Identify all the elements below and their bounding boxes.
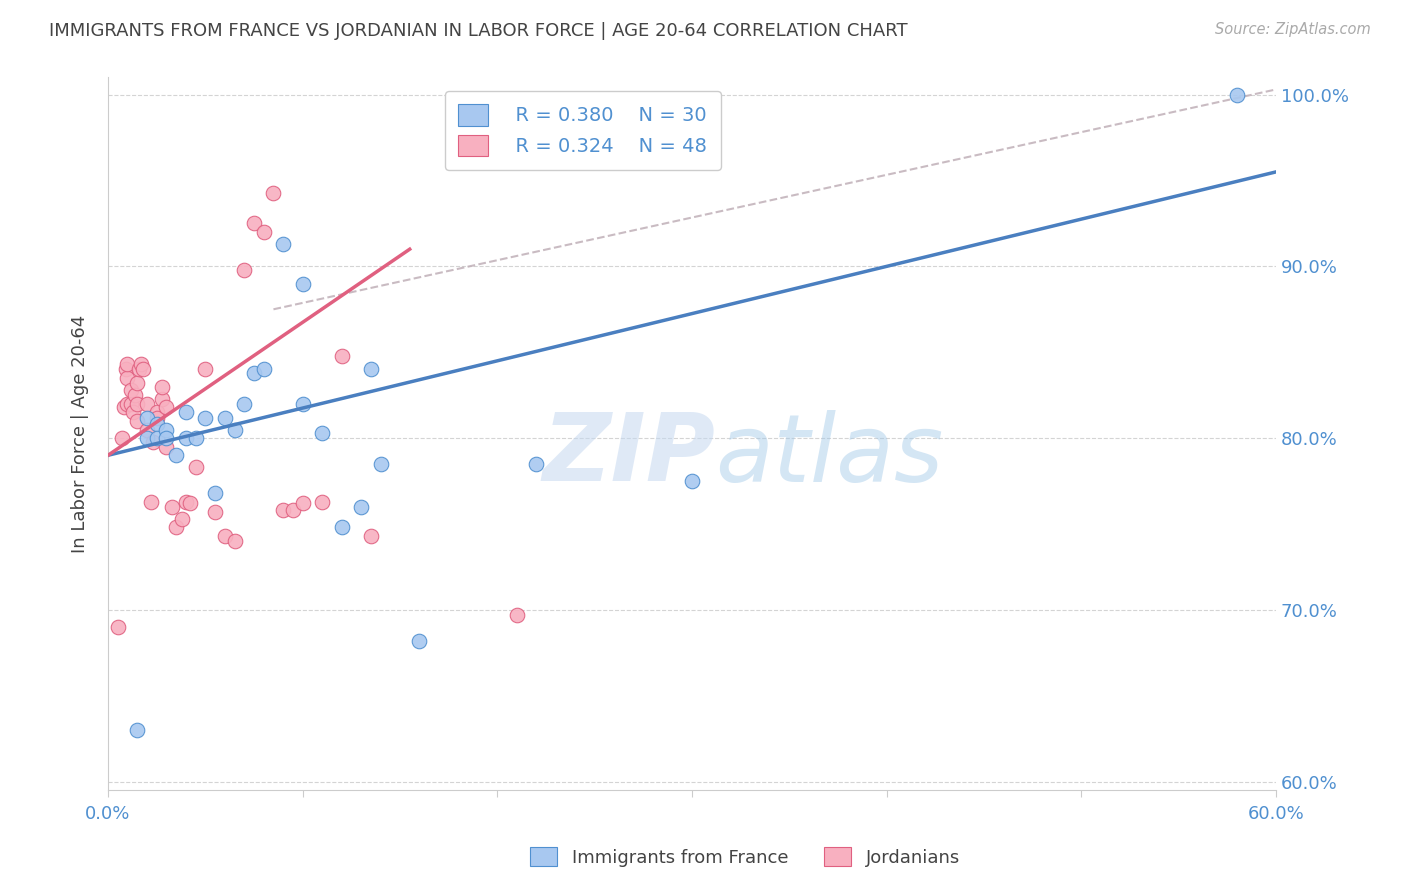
Point	[271, 237, 294, 252]
Point	[135, 423, 157, 437]
Point	[127, 397, 149, 411]
Point	[360, 529, 382, 543]
Point	[129, 357, 152, 371]
Point	[152, 392, 174, 406]
Point	[194, 362, 217, 376]
Point	[224, 423, 246, 437]
Y-axis label: In Labor Force | Age 20-64: In Labor Force | Age 20-64	[72, 315, 89, 553]
Point	[311, 425, 333, 440]
Point	[204, 486, 226, 500]
Point	[243, 366, 266, 380]
Point	[194, 410, 217, 425]
Point	[139, 494, 162, 508]
Point	[117, 357, 139, 371]
Point	[681, 474, 703, 488]
Point	[253, 362, 276, 376]
Point	[291, 496, 314, 510]
Point	[330, 520, 353, 534]
Point	[127, 376, 149, 391]
Point	[165, 520, 187, 534]
Point	[135, 397, 157, 411]
Point	[112, 401, 135, 415]
Point	[281, 503, 304, 517]
Text: ZIP: ZIP	[543, 409, 716, 501]
Point	[174, 431, 197, 445]
Point	[174, 405, 197, 419]
Point	[204, 505, 226, 519]
Point	[243, 216, 266, 230]
Legend:   R = 0.380    N = 30,   R = 0.324    N = 48: R = 0.380 N = 30, R = 0.324 N = 48	[444, 91, 720, 170]
Point	[214, 529, 236, 543]
Point	[291, 277, 314, 291]
Point	[233, 262, 256, 277]
Point	[124, 388, 146, 402]
Point	[253, 225, 276, 239]
Point	[127, 414, 149, 428]
Point	[114, 362, 136, 376]
Point	[155, 431, 177, 445]
Legend: Immigrants from France, Jordanians: Immigrants from France, Jordanians	[523, 840, 967, 874]
Point	[110, 431, 132, 445]
Point	[155, 440, 177, 454]
Point	[120, 383, 142, 397]
Point	[271, 503, 294, 517]
Point	[122, 405, 145, 419]
Point	[370, 457, 392, 471]
Point	[135, 431, 157, 445]
Point	[145, 417, 167, 432]
Point	[174, 494, 197, 508]
Point	[128, 362, 150, 376]
Point	[214, 410, 236, 425]
Point	[145, 431, 167, 445]
Point	[117, 371, 139, 385]
Point	[233, 397, 256, 411]
Point	[1226, 87, 1249, 102]
Point	[155, 401, 177, 415]
Point	[152, 379, 174, 393]
Point	[330, 349, 353, 363]
Point	[350, 500, 373, 514]
Point	[135, 410, 157, 425]
Point	[291, 397, 314, 411]
Point	[117, 397, 139, 411]
Point	[165, 448, 187, 462]
Point	[179, 496, 201, 510]
Point	[142, 434, 165, 449]
Point	[170, 512, 193, 526]
Point	[360, 362, 382, 376]
Point	[107, 620, 129, 634]
Point	[145, 405, 167, 419]
Point	[160, 500, 183, 514]
Text: atlas: atlas	[716, 409, 943, 500]
Point	[127, 723, 149, 737]
Point	[145, 410, 167, 425]
Text: IMMIGRANTS FROM FRANCE VS JORDANIAN IN LABOR FORCE | AGE 20-64 CORRELATION CHART: IMMIGRANTS FROM FRANCE VS JORDANIAN IN L…	[49, 22, 908, 40]
Point	[262, 186, 284, 200]
Point	[506, 607, 529, 622]
Point	[311, 494, 333, 508]
Point	[155, 423, 177, 437]
Point	[120, 397, 142, 411]
Text: Source: ZipAtlas.com: Source: ZipAtlas.com	[1215, 22, 1371, 37]
Point	[132, 362, 155, 376]
Point	[524, 457, 547, 471]
Point	[184, 460, 207, 475]
Point	[224, 534, 246, 549]
Point	[184, 431, 207, 445]
Point	[408, 633, 430, 648]
